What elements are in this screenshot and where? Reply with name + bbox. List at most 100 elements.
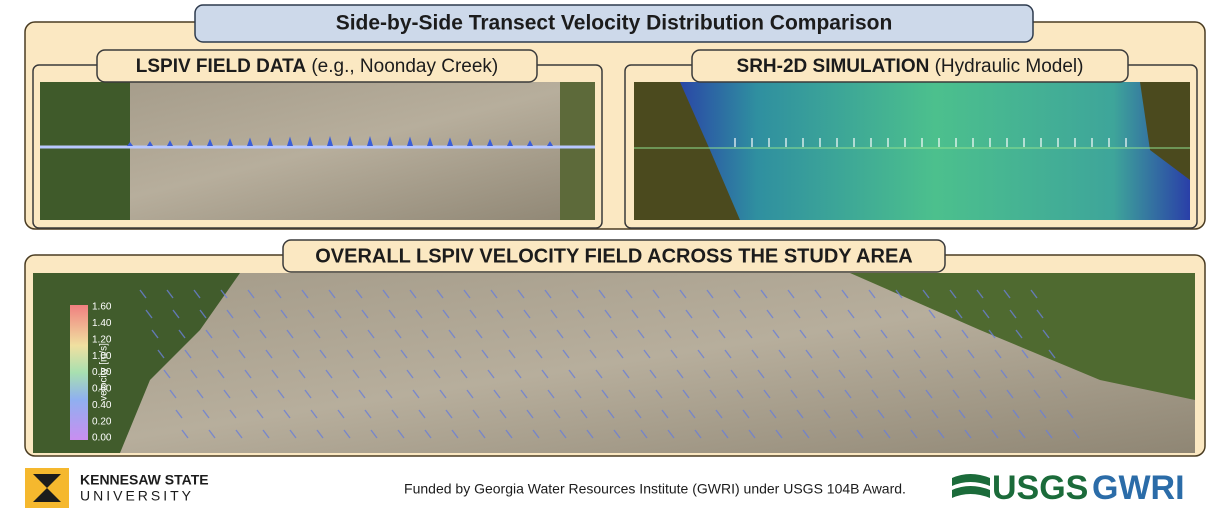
arrow-group	[139, 289, 1080, 439]
velocity-arrow	[952, 389, 960, 399]
velocity-arrow	[964, 429, 972, 439]
velocity-arrow	[343, 429, 351, 439]
velocity-arrow	[247, 137, 253, 146]
velocity-arrow	[340, 329, 348, 339]
velocity-arrow	[283, 409, 291, 419]
velocity-arrow	[676, 369, 684, 379]
velocity-arrow	[1027, 369, 1035, 379]
velocity-arrow	[487, 138, 493, 146]
colorbar-tick-label: 1.00	[92, 351, 112, 362]
velocity-arrow	[940, 349, 948, 359]
velocity-arrow	[250, 389, 258, 399]
panel-label-pill	[691, 49, 1129, 83]
velocity-arrow	[244, 369, 252, 379]
velocity-arrow	[631, 309, 639, 319]
velocity-arrow	[886, 349, 894, 359]
velocity-arrow	[163, 369, 171, 379]
velocity-arrow	[709, 389, 717, 399]
velocity-arrow	[319, 349, 327, 359]
velocity-arrow	[616, 349, 624, 359]
velocity-arrow	[766, 309, 774, 319]
velocity-arrow	[634, 409, 642, 419]
velocity-arrow	[742, 409, 750, 419]
velocity-arrow	[868, 289, 876, 299]
colorbar-tick-label: 0.60	[92, 384, 112, 395]
velocity-arrow	[307, 309, 315, 319]
velocity-arrow	[286, 329, 294, 339]
velocity-arrow	[661, 409, 669, 419]
velocity-arrow	[976, 289, 984, 299]
velocity-arrow	[832, 349, 840, 359]
velocity-arrow	[628, 389, 636, 399]
velocity-arrow	[187, 139, 193, 146]
velocity-arrow	[316, 429, 324, 439]
velocity-arrow	[232, 329, 240, 339]
velocity-arrow	[841, 289, 849, 299]
velocity-arrow	[925, 389, 933, 399]
velocity-arrow	[541, 369, 549, 379]
velocity-arrow	[287, 136, 293, 146]
velocity-arrow	[490, 289, 498, 299]
velocity-arrow	[715, 409, 723, 419]
velocity-arrow	[394, 329, 402, 339]
velocity-arrow	[220, 289, 228, 299]
velocity-arrow	[424, 429, 432, 439]
velocity-arrow	[382, 289, 390, 299]
velocity-arrow	[167, 140, 173, 146]
velocity-arrow	[865, 369, 873, 379]
velocity-arrow	[802, 429, 810, 439]
velocity-arrow	[325, 369, 333, 379]
velocity-arrow	[784, 369, 792, 379]
velocity-arrow	[327, 136, 333, 146]
velocity-arrow	[904, 409, 912, 419]
velocity-arrow	[979, 389, 987, 399]
overview-title: OVERALL LSPIV VELOCITY FIELD ACROSS THE …	[315, 245, 912, 267]
velocity-arrow	[505, 429, 513, 439]
velocity-arrow	[778, 349, 786, 359]
velocity-arrow	[358, 389, 366, 399]
velocity-arrow	[502, 329, 510, 339]
funding-note: Funded by Georgia Water Resources Instit…	[404, 481, 906, 497]
velocity-arrow	[751, 349, 759, 359]
velocity-arrow	[988, 329, 996, 339]
velocity-arrow	[370, 429, 378, 439]
velocity-arrow	[1054, 369, 1062, 379]
velocity-arrow	[517, 289, 525, 299]
velocity-arrow	[139, 289, 147, 299]
velocity-arrow	[655, 389, 663, 399]
velocity-arrow	[682, 389, 690, 399]
ksu-logo-mark	[25, 468, 69, 508]
velocity-arrow	[313, 329, 321, 339]
velocity-arrow	[1015, 329, 1023, 339]
velocity-arrow	[568, 369, 576, 379]
velocity-arrow	[736, 389, 744, 399]
velocity-arrow	[640, 429, 648, 439]
velocity-arrow	[391, 409, 399, 419]
velocity-arrow	[193, 289, 201, 299]
velocity-arrow	[307, 136, 313, 146]
velocity-arrow	[178, 329, 186, 339]
velocity-arrow	[364, 409, 372, 419]
velocity-arrow	[658, 309, 666, 319]
panel-title-bold: LSPIV FIELD DATA	[136, 56, 307, 77]
panel-title-rest: (e.g., Noonday Creek)	[311, 56, 498, 77]
velocity-arrow	[331, 389, 339, 399]
velocity-arrow	[427, 349, 435, 359]
velocity-arrow	[985, 409, 993, 419]
velocity-arrow	[859, 349, 867, 359]
colorbar-label: velocity [m/s]	[99, 343, 110, 401]
velocity-arrow	[637, 329, 645, 339]
velocity-arrow	[439, 389, 447, 399]
velocity-arrow	[775, 429, 783, 439]
velocity-arrow	[172, 309, 180, 319]
velocity-arrow	[529, 329, 537, 339]
velocity-arrow	[973, 369, 981, 379]
velocity-arrow	[589, 349, 597, 359]
velocity-arrow	[507, 139, 513, 146]
velocity-arrow	[718, 329, 726, 339]
velocity-arrow	[733, 289, 741, 299]
overview-image	[33, 273, 1195, 453]
velocity-arrow	[844, 389, 852, 399]
colorbar-tick-label: 0.00	[92, 433, 112, 444]
